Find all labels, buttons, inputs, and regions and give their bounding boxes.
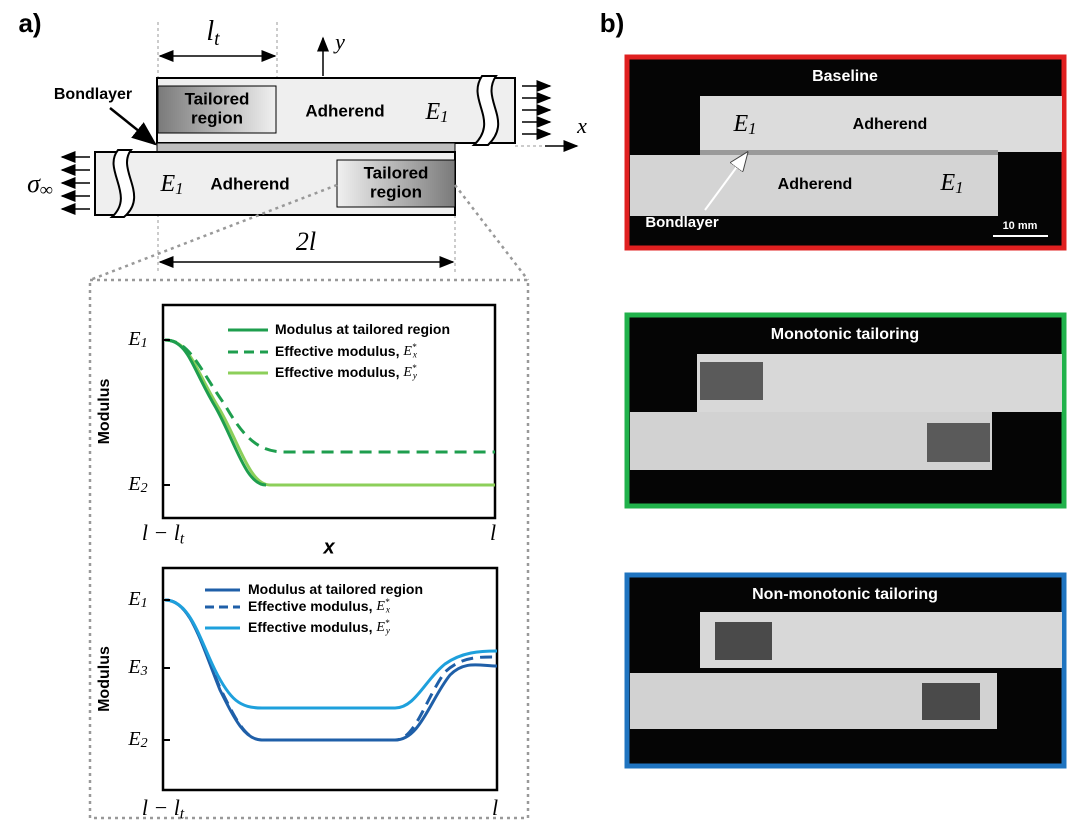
- x-tick-label: l − lt: [142, 795, 185, 822]
- subscript: ∞: [40, 180, 53, 200]
- text-part: Effective modulus,: [275, 364, 403, 380]
- subscript: 1: [440, 107, 448, 126]
- subscript: 1: [141, 336, 148, 351]
- axis-title: Modulus: [96, 379, 113, 445]
- symbol: E: [939, 170, 955, 196]
- label: y: [333, 29, 345, 54]
- y-tick-label: E2: [127, 728, 147, 752]
- label: 10 mm: [1003, 220, 1038, 232]
- symbol: E: [127, 728, 140, 750]
- label: region: [370, 182, 422, 201]
- symbol: E: [424, 99, 440, 125]
- legend-label: Effective modulus, E*x: [248, 597, 390, 615]
- subscript: t: [180, 805, 185, 822]
- subscript: 1: [955, 178, 963, 197]
- tailored-region: [922, 683, 980, 720]
- photo-title: Monotonic tailoring: [771, 326, 919, 343]
- label: region: [191, 108, 243, 127]
- legend-label: Effective modulus, E*y: [275, 363, 418, 381]
- y-tick-label: E2: [127, 473, 147, 497]
- axis-title: x: [322, 536, 335, 558]
- axis-title: x: [322, 816, 335, 822]
- curve: [165, 600, 497, 708]
- subscript: x: [385, 605, 390, 615]
- tailored-region: [715, 622, 772, 660]
- label: Adherend: [853, 116, 928, 133]
- schematic: [62, 22, 577, 818]
- math-label: lt: [206, 16, 220, 49]
- y-tick-label: E1: [127, 328, 147, 352]
- text-part: Effective modulus,: [248, 598, 376, 614]
- symbol: E: [127, 473, 140, 495]
- subscript: t: [180, 530, 185, 547]
- text-part: Modulus at tailored region: [248, 581, 423, 597]
- page: { "panel_a": { "label": "a)", "schematic…: [0, 0, 1070, 822]
- label: Bondlayer: [54, 86, 132, 103]
- curve: [165, 340, 266, 485]
- symbol: E: [375, 620, 385, 635]
- subscript: 1: [175, 179, 183, 198]
- math-label: σ∞: [27, 169, 53, 200]
- y-tick-label: E3: [127, 656, 147, 680]
- subscript: t: [214, 28, 220, 49]
- text-part: l −: [142, 795, 174, 820]
- label: Tailored: [364, 163, 429, 182]
- symbol: E: [375, 599, 385, 614]
- symbol: E: [127, 588, 140, 610]
- x-tick-label: l: [492, 795, 498, 820]
- photo-title: Non-monotonic tailoring: [752, 586, 938, 603]
- x-tick-label: l − lt: [142, 520, 185, 547]
- symbol: E: [402, 344, 412, 359]
- text-part: Modulus at tailored region: [275, 321, 450, 337]
- subscript: y: [412, 371, 418, 381]
- legend-label: Effective modulus, E*y: [248, 618, 391, 636]
- label: 2l: [296, 227, 316, 256]
- pointer-arrow: [110, 108, 155, 144]
- figure: a)ltyxTailoredregionAdherendE1Bondlayerσ…: [0, 0, 1070, 822]
- photo-frame: [627, 575, 1064, 766]
- label: Bondlayer: [645, 214, 719, 231]
- label: Adherend: [778, 176, 853, 193]
- subscript: x: [412, 350, 417, 360]
- photo-title: Baseline: [812, 68, 878, 85]
- tailored-region: [700, 362, 763, 400]
- legend-label: Modulus at tailored region: [248, 581, 423, 597]
- photos: [627, 57, 1064, 766]
- label: Tailored: [185, 89, 250, 108]
- legend-label: Modulus at tailored region: [275, 321, 450, 337]
- symbol: E: [127, 656, 140, 678]
- x-tick-label: l: [490, 520, 496, 545]
- y-tick-label: E1: [127, 588, 147, 612]
- text-part: l −: [142, 520, 174, 545]
- zoom-box: [90, 280, 528, 818]
- symbol: E: [127, 328, 140, 350]
- legend-label: Effective modulus, E*x: [275, 342, 417, 360]
- tailored-region: [927, 423, 990, 462]
- zoom-line: [455, 185, 528, 280]
- panel-label: a): [18, 8, 41, 38]
- label: Adherend: [305, 101, 384, 120]
- subscript: 2: [141, 736, 148, 751]
- specimen: [700, 150, 998, 155]
- label: Adherend: [210, 174, 289, 193]
- bondlayer: [157, 143, 455, 152]
- subscript: 1: [748, 119, 756, 138]
- axis-title: Modulus: [96, 646, 113, 712]
- text-part: Effective modulus,: [275, 343, 403, 359]
- symbol: E: [159, 171, 175, 197]
- symbol: E: [732, 111, 748, 137]
- curve: [165, 340, 495, 485]
- text-part: Effective modulus,: [248, 619, 376, 635]
- symbol: E: [402, 365, 412, 380]
- subscript: y: [385, 626, 391, 636]
- subscript: 3: [140, 664, 148, 679]
- subscript: 2: [141, 481, 148, 496]
- panel-label: b): [600, 8, 625, 38]
- label: x: [576, 113, 587, 138]
- subscript: 1: [141, 596, 148, 611]
